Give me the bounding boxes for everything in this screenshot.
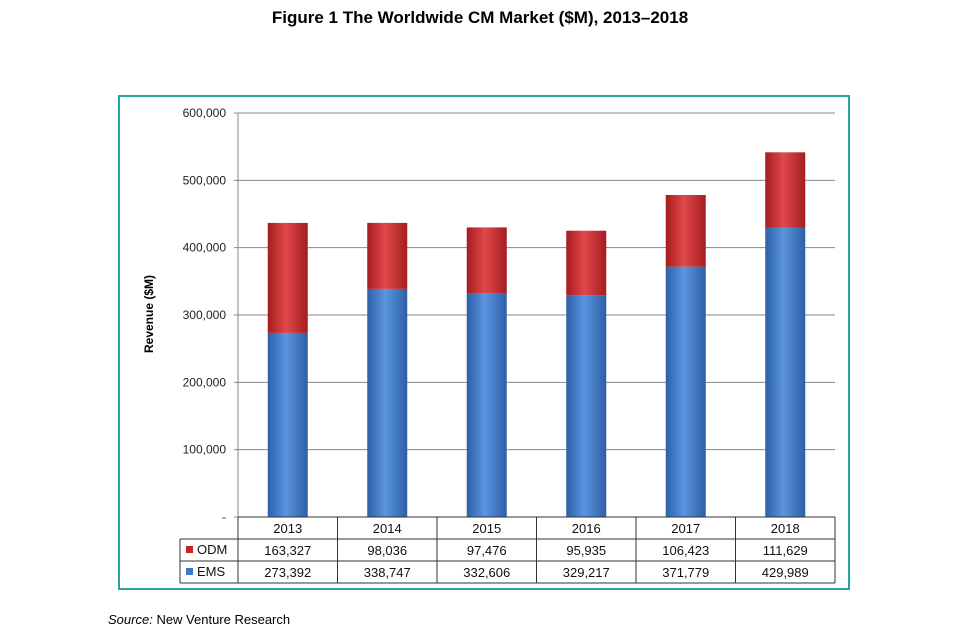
x-tick-label: 2018	[771, 521, 800, 536]
data-label: 338,747	[364, 565, 411, 580]
bar-ems-2015	[466, 293, 507, 517]
bar-ems-2018	[765, 227, 806, 518]
data-table: 2013 2014 2015 2016 2017 2018 ODM 163,327 98,036…	[179, 516, 836, 584]
legend-label-ems: EMS	[197, 564, 226, 579]
data-label: 111,629	[763, 543, 808, 558]
chart-frame	[118, 95, 850, 590]
figure-title: Figure 1 The Worldwide CM Market ($M), 2…	[271, 8, 689, 27]
y-axis-label: Revenue ($M)	[142, 275, 156, 353]
bar-odm-2014	[367, 222, 408, 289]
data-label: 273,392	[264, 565, 311, 580]
data-label: 163,327	[264, 543, 311, 558]
source-text: New Venture Research	[156, 612, 291, 627]
bar-odm-2018	[765, 152, 806, 228]
bar-ems-2016	[566, 295, 607, 517]
y-axis-ticks: - 100,000 200,000 300,000 400,000 500,000 600,…	[183, 106, 227, 524]
bar-odm-2016	[566, 230, 607, 296]
source-label: Source:	[108, 612, 153, 627]
data-label: 97,476	[467, 543, 507, 558]
data-label: 106,423	[662, 543, 709, 558]
data-label: 429,989	[762, 565, 809, 580]
y-tick-label: 600,000	[183, 106, 227, 120]
data-label: 329,217	[563, 565, 610, 580]
bar-ems-2014	[367, 288, 408, 517]
y-tick-label: 400,000	[183, 241, 227, 255]
legend-swatch-ems	[186, 568, 193, 575]
x-tick-label: 2017	[671, 521, 700, 536]
y-tick-label: -	[222, 510, 226, 524]
gridlines	[234, 112, 835, 518]
x-tick-label: 2013	[273, 521, 302, 536]
bar-ems-2013	[267, 332, 308, 517]
data-label: 371,779	[662, 565, 709, 580]
x-tick-label: 2014	[373, 521, 402, 536]
source-note: Source: New Venture Research	[108, 612, 290, 627]
bar-odm-2013	[267, 222, 308, 333]
bar-ems-2017	[665, 266, 706, 517]
y-tick-label: 500,000	[183, 173, 227, 187]
x-tick-label: 2016	[572, 521, 601, 536]
y-tick-label: 200,000	[183, 375, 227, 389]
bar-odm-2017	[665, 195, 706, 267]
bars	[267, 152, 806, 518]
data-label: 332,606	[463, 565, 510, 580]
legend-swatch-odm	[186, 546, 193, 553]
y-tick-label: 100,000	[183, 443, 227, 457]
y-tick-label: 300,000	[183, 308, 227, 322]
x-tick-label: 2015	[472, 521, 501, 536]
bar-odm-2015	[466, 227, 507, 294]
data-label: 95,935	[566, 543, 606, 558]
legend-label-odm: ODM	[197, 542, 227, 557]
data-label: 98,036	[367, 543, 407, 558]
